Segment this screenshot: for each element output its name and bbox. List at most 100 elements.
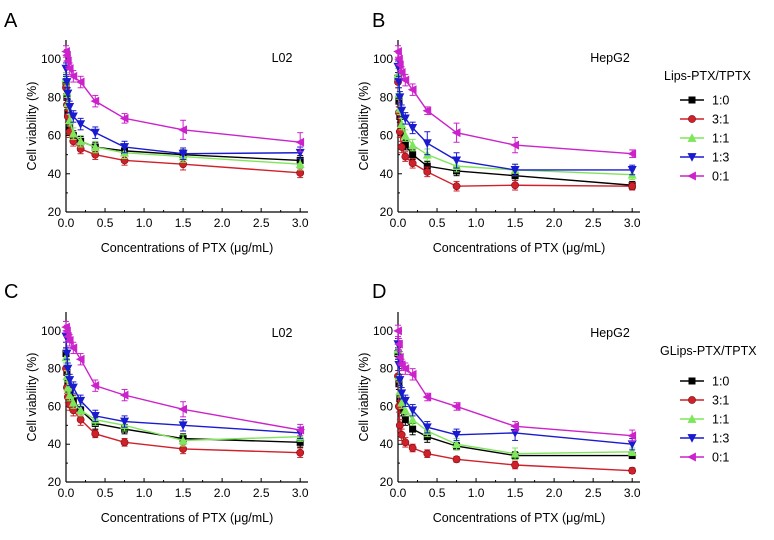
data-point <box>178 125 187 135</box>
data-point <box>397 397 407 407</box>
legend-marker <box>688 377 696 385</box>
legend-bottom-title: GLips-PTX/TPTX <box>660 344 757 358</box>
x-tick-label: 2.5 <box>585 486 602 500</box>
data-point <box>510 140 519 150</box>
data-point <box>68 397 78 407</box>
legend-entry: 3:1 <box>680 394 729 408</box>
legend-top: Lips-PTX/TPTX 1:0 3:1 1:1 1:3 0:1 <box>664 69 751 184</box>
legend-label: 3:1 <box>712 113 729 127</box>
data-point <box>68 71 78 81</box>
legend-entry: 1:1 <box>680 132 729 146</box>
data-point <box>393 326 402 336</box>
y-tick-label: 80 <box>380 90 394 104</box>
data-point <box>401 438 410 447</box>
data-point <box>451 128 461 138</box>
x-tick-label: 1.5 <box>175 216 192 230</box>
data-point <box>397 389 407 398</box>
data-point <box>511 181 519 190</box>
data-point <box>452 455 461 464</box>
y-tick-label: 80 <box>48 362 62 376</box>
legend-label: 1:3 <box>712 432 729 446</box>
data-point <box>68 112 78 122</box>
data-point <box>423 449 432 458</box>
y-tick-label: 100 <box>373 324 393 338</box>
data-point <box>408 406 418 415</box>
series-0-1 <box>393 45 637 159</box>
data-point <box>64 64 74 74</box>
data-point <box>75 354 85 364</box>
x-tick-label: 0.5 <box>429 486 446 500</box>
data-point <box>75 77 85 87</box>
data-point <box>295 159 305 169</box>
data-point <box>63 382 73 392</box>
y-tick-label: 60 <box>380 129 394 143</box>
data-point <box>401 152 410 161</box>
x-tick-label: 1.0 <box>136 486 153 500</box>
data-point <box>451 401 461 411</box>
x-tick-label: 2.5 <box>585 216 602 230</box>
data-point <box>401 416 409 424</box>
data-point <box>394 54 403 64</box>
data-point <box>627 431 637 441</box>
legend-label: 1:0 <box>712 375 729 389</box>
x-axis-title: Concentrations of PTX (μg/mL) <box>433 511 606 525</box>
data-point <box>400 396 410 406</box>
y-axis-title: Cell viability (%) <box>25 353 39 442</box>
data-point <box>400 130 410 140</box>
x-axis-title: Concentrations of PTX (μg/mL) <box>101 511 274 525</box>
data-point <box>452 182 461 191</box>
y-tick-label: 20 <box>380 475 394 489</box>
legend-top-title: Lips-PTX/TPTX <box>664 69 751 83</box>
y-tick-label: 60 <box>48 399 62 413</box>
data-point <box>63 364 73 374</box>
data-point <box>400 114 410 124</box>
x-tick-label: 2.0 <box>546 216 563 230</box>
data-point <box>400 75 410 85</box>
data-point <box>178 149 188 159</box>
data-point <box>423 167 432 176</box>
data-point <box>90 128 100 138</box>
legend-marker <box>687 153 697 162</box>
data-point <box>422 392 432 402</box>
y-tick-label: 100 <box>41 52 61 66</box>
data-point <box>393 46 402 56</box>
data-point <box>395 127 404 136</box>
data-point <box>395 60 404 70</box>
data-point <box>76 405 86 415</box>
legend-label: 0:1 <box>712 170 729 184</box>
panel-letter: C <box>4 281 18 303</box>
data-point <box>395 421 404 430</box>
legend-label: 1:1 <box>712 413 729 427</box>
legend-marker <box>687 452 696 462</box>
data-point <box>119 113 129 123</box>
data-point <box>90 381 100 391</box>
x-tick-label: 1.5 <box>507 216 524 230</box>
legend-marker <box>687 414 697 423</box>
data-point <box>63 56 72 66</box>
data-point <box>510 421 519 431</box>
data-point <box>396 360 406 370</box>
data-point <box>65 376 75 385</box>
data-point <box>408 124 418 133</box>
panels: A L02 0.0 0.5 1.0 1.5 2.0 2.5 3.0 20 40 60 80 100 Conc… <box>4 10 641 525</box>
data-point <box>63 89 73 99</box>
data-point <box>395 376 405 385</box>
data-point <box>628 466 637 475</box>
data-point <box>628 182 637 191</box>
y-tick-label: 20 <box>380 205 394 219</box>
data-point <box>407 369 417 379</box>
legend-entry: 1:0 <box>680 94 729 108</box>
data-point <box>409 151 417 159</box>
data-point <box>62 326 71 336</box>
legend-label: 1:3 <box>712 151 729 165</box>
panel-letter: D <box>372 281 386 303</box>
data-point <box>68 128 78 138</box>
data-point <box>120 417 130 427</box>
y-tick-label: 40 <box>380 167 394 181</box>
data-point <box>178 421 188 431</box>
x-tick-label: 3.0 <box>292 486 309 500</box>
data-point <box>452 156 462 166</box>
x-tick-label: 0.0 <box>58 486 75 500</box>
panel-b: B HepG2 0.0 0.5 1.0 1.5 2.0 2.5 3.0 20 40 60 80 100 Co… <box>357 10 641 255</box>
